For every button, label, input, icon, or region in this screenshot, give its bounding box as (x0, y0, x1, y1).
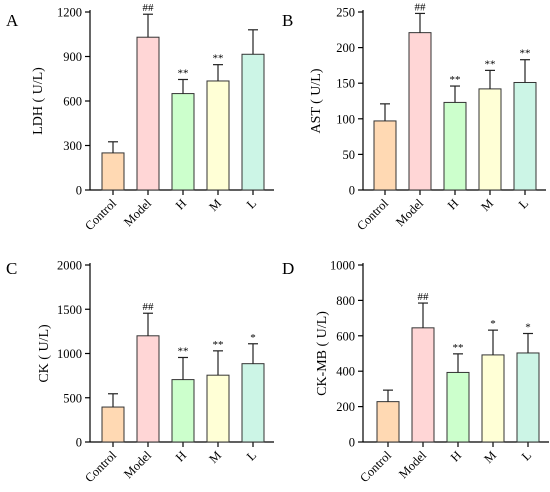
bar-h (171, 379, 195, 443)
significance-label: ## (143, 301, 155, 313)
significance-label: ** (178, 345, 189, 357)
y-tick-label: 0 (76, 436, 82, 450)
significance-label: ** (520, 48, 531, 60)
bar-model (136, 36, 160, 191)
x-tick-label: Model (396, 448, 429, 481)
x-tick-label: L (244, 196, 259, 211)
bar-l (241, 53, 265, 191)
x-tick-label: Model (393, 196, 426, 229)
bar-h (443, 101, 467, 191)
panel-letter: D (282, 259, 294, 278)
y-tick-label: 50 (343, 148, 356, 162)
bar-m (481, 354, 505, 443)
x-tick-label: H (173, 196, 189, 212)
y-tick-label: 400 (336, 365, 355, 379)
bar-model (136, 335, 160, 443)
y-axis-label: CK ( U/L) (37, 324, 52, 383)
y-axis-label: CK-MB ( U/L) (315, 311, 330, 396)
x-tick-label: Control (82, 196, 119, 233)
x-tick-label: M (478, 196, 496, 214)
x-tick-label: L (519, 448, 534, 463)
significance-label: ** (450, 74, 461, 86)
y-tick-label: 0 (349, 436, 355, 450)
significance-label: * (250, 332, 256, 344)
y-tick-label: 800 (336, 294, 355, 308)
y-tick-label: 200 (336, 41, 355, 55)
bar-control (101, 406, 125, 443)
chart-panel-b: B AST ( U/L) 0 50 100 150 200 250 Control ## Model… (282, 1, 546, 233)
y-tick-label: 100 (336, 112, 355, 126)
significance-label: ## (143, 2, 155, 14)
bar-m (206, 374, 230, 443)
bar-l (516, 352, 540, 443)
y-tick-label: 2000 (57, 259, 82, 273)
y-tick-label: 900 (63, 50, 82, 64)
x-tick-label: H (173, 448, 189, 464)
significance-label: * (490, 318, 496, 330)
bar-model (408, 32, 432, 191)
y-tick-label: 1000 (57, 347, 82, 361)
y-axis-label: AST ( U/L) (309, 68, 324, 133)
x-tick-label: Model (121, 196, 154, 229)
significance-label: ** (213, 339, 224, 351)
panel-letter: A (6, 11, 19, 30)
bar-control (376, 401, 400, 443)
y-tick-label: 300 (63, 139, 82, 153)
y-axis-label: LDH ( U/L) (31, 67, 46, 135)
x-tick-label: M (481, 448, 499, 466)
bar-m (206, 80, 230, 191)
significance-label: ** (178, 67, 189, 79)
bar-h (171, 93, 195, 191)
significance-label: ## (418, 291, 430, 303)
y-tick-label: 1000 (330, 259, 355, 273)
y-tick-label: 250 (336, 6, 355, 20)
y-tick-label: 1500 (57, 303, 82, 317)
chart-panel-d: D CK-MB ( U/L) 0 200 400 600 800 1000 Control ## M… (282, 259, 549, 485)
x-tick-label: M (206, 196, 224, 214)
significance-label: ** (485, 58, 496, 70)
panel-letter: C (6, 259, 17, 278)
significance-label: ** (213, 53, 224, 65)
significance-label: ## (415, 1, 427, 13)
significance-label: ** (453, 342, 464, 354)
bar-control (373, 120, 397, 191)
significance-label: * (525, 321, 531, 333)
bar-h (446, 371, 470, 443)
x-tick-label: L (516, 196, 531, 211)
chart-panel-c: C CK ( U/L) 0 500 1000 1500 2000 Control ## Model… (6, 259, 274, 485)
y-tick-label: 150 (336, 77, 355, 91)
panel-letter: B (282, 11, 293, 30)
bar-m (478, 88, 502, 191)
x-tick-label: Model (121, 448, 154, 481)
bar-control (101, 152, 125, 191)
chart-panel-a: A LDH ( U/L) 0 300 600 900 1200 Control ## Model *… (6, 2, 274, 233)
bar-l (241, 363, 265, 443)
bar-model (411, 327, 435, 443)
x-tick-label: Control (82, 448, 119, 485)
x-tick-label: L (244, 448, 259, 463)
y-tick-label: 600 (336, 329, 355, 343)
y-tick-label: 1200 (57, 6, 82, 20)
x-tick-label: H (448, 448, 464, 464)
x-tick-label: Control (357, 448, 394, 485)
x-tick-label: Control (354, 196, 391, 233)
x-tick-label: M (206, 448, 224, 466)
y-tick-label: 0 (349, 184, 355, 198)
y-tick-label: 200 (336, 400, 355, 414)
bar-l (513, 81, 537, 191)
y-tick-label: 500 (63, 391, 82, 405)
y-tick-label: 0 (76, 184, 82, 198)
x-tick-label: H (445, 196, 461, 212)
y-tick-label: 600 (63, 95, 82, 109)
